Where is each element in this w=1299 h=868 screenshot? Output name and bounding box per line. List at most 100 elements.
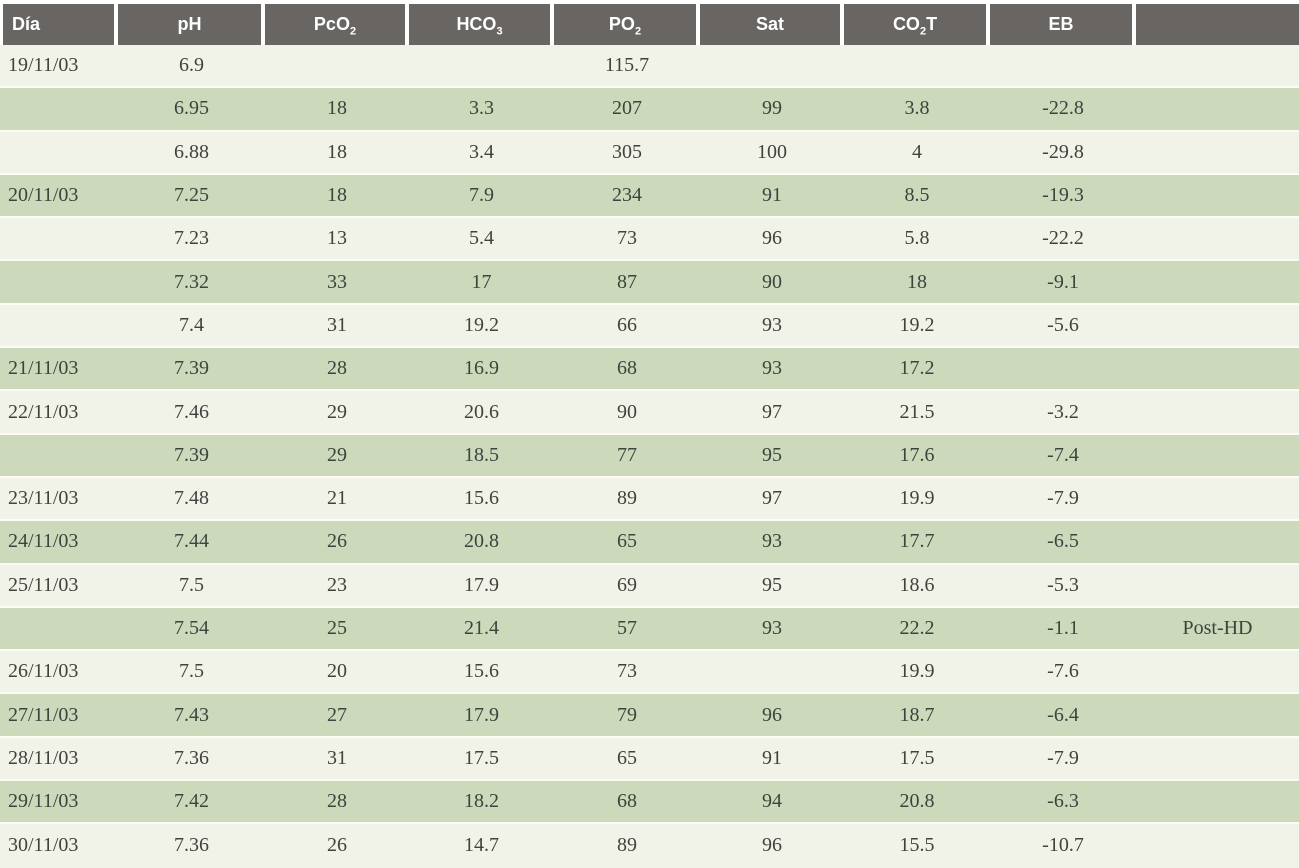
cell-po2: 77 [554, 434, 700, 478]
cell-ph: 6.9 [118, 45, 265, 89]
table-body: 19/11/03 6.9 115.7 6.95 18 3.3 207 99 3.8 -22.8 6.… [0, 45, 1299, 868]
cell-hco3: 17.9 [409, 694, 554, 738]
table-row: 20/11/03 7.25 18 7.9 234 91 8.5 -19.3 [0, 174, 1299, 219]
cell-note [1136, 824, 1299, 868]
cell-eb: -7.6 [990, 651, 1136, 695]
cell-note [1136, 737, 1299, 782]
cell-hco3: 17 [409, 261, 554, 305]
cell-note [1136, 348, 1299, 392]
cell-note [1136, 694, 1299, 738]
cell-co2t: 5.8 [844, 218, 990, 262]
cell-sat: 93 [700, 304, 844, 349]
cell-po2: 207 [554, 88, 700, 132]
cell-sat: 97 [700, 391, 844, 435]
cell-po2: 68 [554, 781, 700, 825]
cell-hco3: 14.7 [409, 824, 554, 868]
cell-ph: 6.88 [118, 131, 265, 175]
cell-hco3: 21.4 [409, 607, 554, 652]
cell-dia: 20/11/03 [0, 174, 118, 219]
cell-sat: 97 [700, 477, 844, 522]
cell-po2: 89 [554, 477, 700, 522]
cell-po2: 69 [554, 564, 700, 608]
cell-eb: -9.1 [990, 261, 1136, 305]
cell-sat: 91 [700, 737, 844, 782]
cell-note [1136, 781, 1299, 825]
cell-dia [0, 88, 118, 132]
cell-dia: 19/11/03 [0, 45, 118, 89]
cell-note [1136, 45, 1299, 89]
cell-note [1136, 174, 1299, 219]
cell-pco2: 31 [265, 304, 409, 349]
cell-eb: -7.4 [990, 434, 1136, 478]
cell-note [1136, 521, 1299, 565]
column-header-hco3: HCO3 [409, 0, 554, 45]
cell-pco2: 27 [265, 694, 409, 738]
cell-dia [0, 304, 118, 349]
cell-co2t: 17.2 [844, 348, 990, 392]
cell-ph: 7.48 [118, 477, 265, 522]
cell-dia: 23/11/03 [0, 477, 118, 522]
cell-hco3: 18.5 [409, 434, 554, 478]
cell-dia: 21/11/03 [0, 348, 118, 392]
cell-pco2: 26 [265, 521, 409, 565]
cell-dia: 24/11/03 [0, 521, 118, 565]
cell-po2: 89 [554, 824, 700, 868]
cell-sat: 96 [700, 824, 844, 868]
table-row: 23/11/03 7.48 21 15.6 89 97 19.9 -7.9 [0, 477, 1299, 522]
cell-dia [0, 261, 118, 305]
cell-sat: 94 [700, 781, 844, 825]
cell-dia: 26/11/03 [0, 651, 118, 695]
cell-pco2: 25 [265, 607, 409, 652]
cell-hco3: 3.3 [409, 88, 554, 132]
cell-co2t [844, 45, 990, 89]
column-header-co2t: CO2T [844, 0, 990, 45]
cell-sat: 99 [700, 88, 844, 132]
cell-ph: 7.39 [118, 434, 265, 478]
cell-co2t: 17.7 [844, 521, 990, 565]
cell-ph: 7.46 [118, 391, 265, 435]
table-row: 6.88 18 3.4 305 100 4 -29.8 [0, 131, 1299, 175]
cell-note [1136, 88, 1299, 132]
cell-co2t: 18 [844, 261, 990, 305]
cell-ph: 7.25 [118, 174, 265, 219]
cell-ph: 7.39 [118, 348, 265, 392]
cell-sat: 96 [700, 694, 844, 738]
cell-co2t: 18.6 [844, 564, 990, 608]
cell-sat: 96 [700, 218, 844, 262]
cell-note [1136, 477, 1299, 522]
cell-sat [700, 45, 844, 89]
cell-ph: 6.95 [118, 88, 265, 132]
cell-sat: 93 [700, 348, 844, 392]
table-row: 21/11/03 7.39 28 16.9 68 93 17.2 [0, 348, 1299, 392]
table-row: 7.54 25 21.4 57 93 22.2 -1.1 Post-HD [0, 607, 1299, 652]
cell-pco2: 26 [265, 824, 409, 868]
cell-co2t: 19.9 [844, 651, 990, 695]
cell-co2t: 17.6 [844, 434, 990, 478]
cell-note [1136, 564, 1299, 608]
cell-co2t: 3.8 [844, 88, 990, 132]
cell-co2t: 18.7 [844, 694, 990, 738]
table-row: 28/11/03 7.36 31 17.5 65 91 17.5 -7.9 [0, 737, 1299, 782]
cell-hco3: 18.2 [409, 781, 554, 825]
cell-po2: 90 [554, 391, 700, 435]
cell-hco3: 15.6 [409, 477, 554, 522]
cell-sat: 91 [700, 174, 844, 219]
table-row: 30/11/03 7.36 26 14.7 89 96 15.5 -10.7 [0, 824, 1299, 868]
cell-pco2: 18 [265, 88, 409, 132]
cell-pco2: 13 [265, 218, 409, 262]
cell-pco2: 18 [265, 174, 409, 219]
cell-po2: 68 [554, 348, 700, 392]
cell-hco3: 17.5 [409, 737, 554, 782]
cell-hco3: 7.9 [409, 174, 554, 219]
cell-po2: 65 [554, 521, 700, 565]
cell-eb: -29.8 [990, 131, 1136, 175]
cell-note: Post-HD [1136, 607, 1299, 652]
column-header-ph: pH [118, 0, 265, 45]
cell-eb: -22.8 [990, 88, 1136, 132]
column-header-dia: Día [0, 0, 118, 45]
cell-po2: 66 [554, 304, 700, 349]
cell-ph: 7.44 [118, 521, 265, 565]
cell-co2t: 15.5 [844, 824, 990, 868]
cell-ph: 7.5 [118, 651, 265, 695]
